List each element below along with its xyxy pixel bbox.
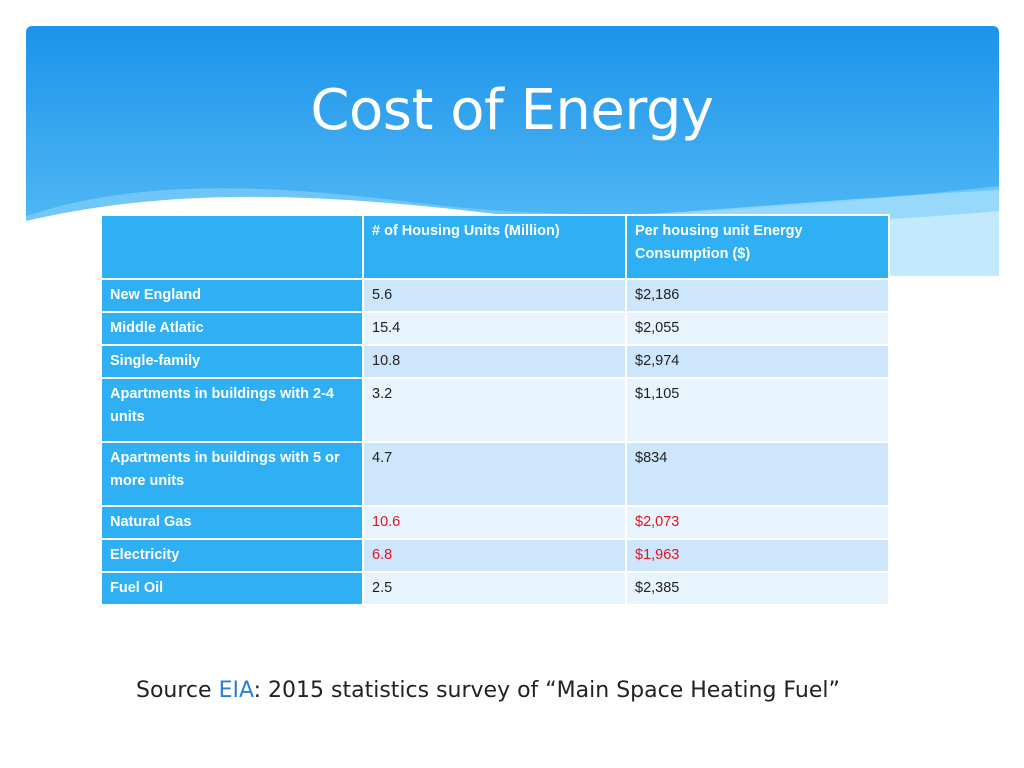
row-label: Single-family [100,344,364,379]
row-label: Electricity [100,538,364,573]
energy-cost-cell: $2,073 [625,505,890,540]
housing-units-cell: 6.8 [362,538,627,573]
table-row: Middle Atlatic 15.4 $2,055 [100,311,890,346]
housing-units-cell: 2.5 [362,571,627,606]
table-row: Apartments in buildings with 2-4 units 3… [100,377,890,443]
row-label: Apartments in buildings with 5 or more u… [100,441,364,507]
source-suffix: : 2015 statistics survey of “Main Space … [253,678,840,703]
housing-units-cell: 4.7 [362,441,627,507]
energy-cost-cell: $2,974 [625,344,890,379]
source-citation: Source EIA: 2015 statistics survey of “M… [136,678,840,703]
energy-cost-cell: $2,385 [625,571,890,606]
table-row: Apartments in buildings with 5 or more u… [100,441,890,507]
row-label: Middle Atlatic [100,311,364,346]
table-row: Fuel Oil 2.5 $2,385 [100,571,890,606]
header-cell-energy-consumption: Per housing unit Energy Consumption ($) [625,214,890,280]
table-row: Electricity 6.8 $1,963 [100,538,890,573]
housing-units-cell: 3.2 [362,377,627,443]
header-cell-empty [100,214,364,280]
row-label: Apartments in buildings with 2-4 units [100,377,364,443]
energy-cost-cell: $2,186 [625,278,890,313]
energy-cost-cell: $1,105 [625,377,890,443]
row-label: Fuel Oil [100,571,364,606]
energy-cost-cell: $2,055 [625,311,890,346]
source-prefix: Source [136,678,219,703]
row-label: New England [100,278,364,313]
table-row: Natural Gas 10.6 $2,073 [100,505,890,540]
table-header-row: # of Housing Units (Million) Per housing… [100,214,890,280]
housing-units-cell: 10.6 [362,505,627,540]
housing-units-cell: 5.6 [362,278,627,313]
energy-cost-cell: $834 [625,441,890,507]
eia-link[interactable]: EIA [218,678,254,703]
energy-cost-cell: $1,963 [625,538,890,573]
row-label: Natural Gas [100,505,364,540]
table-row: New England 5.6 $2,186 [100,278,890,313]
housing-units-cell: 10.8 [362,344,627,379]
housing-units-cell: 15.4 [362,311,627,346]
energy-cost-table: # of Housing Units (Million) Per housing… [100,214,890,606]
header-cell-housing-units: # of Housing Units (Million) [362,214,627,280]
slide-title: Cost of Energy [310,78,714,143]
table-row: Single-family 10.8 $2,974 [100,344,890,379]
